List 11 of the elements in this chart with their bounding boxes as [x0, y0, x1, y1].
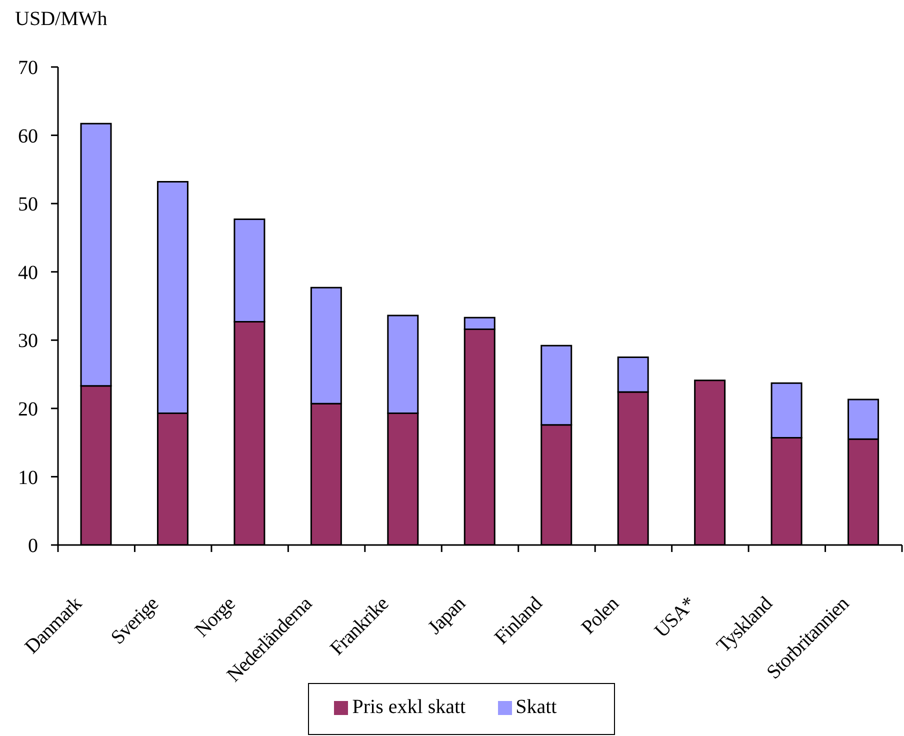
y-tick-label: 0	[28, 535, 38, 558]
legend-label: Skatt	[516, 696, 557, 718]
y-tick-label: 20	[18, 398, 38, 421]
y-tick-label: 70	[18, 57, 38, 80]
y-tick-label: 10	[18, 466, 38, 489]
y-tick-label: 30	[18, 330, 38, 352]
y-tick-label: 40	[18, 262, 38, 284]
y-tick-label: 50	[18, 194, 38, 216]
y-tick-label: 60	[18, 125, 38, 148]
legend-label: Pris exkl skatt	[352, 696, 466, 718]
y-axis-title: USD/MWh	[15, 8, 108, 31]
